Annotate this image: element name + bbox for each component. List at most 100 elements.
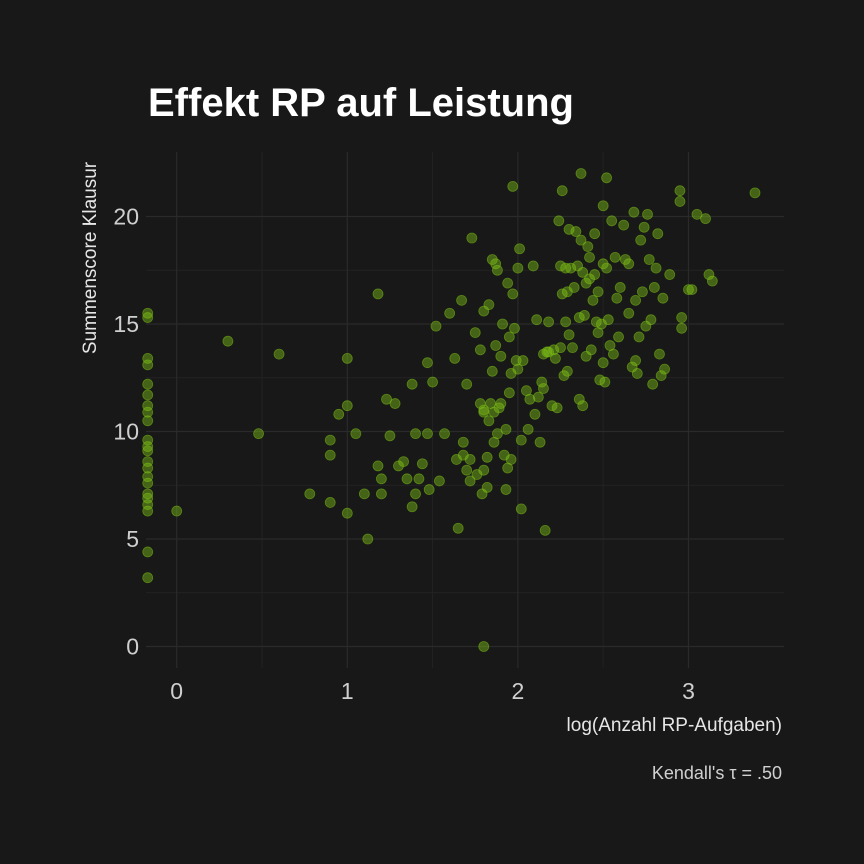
data-point (601, 172, 612, 184)
data-point (597, 357, 609, 369)
data-point (561, 365, 573, 377)
data-point (486, 365, 498, 377)
data-point (469, 327, 481, 339)
x-tick-label: 2 (511, 678, 524, 704)
data-point (492, 428, 503, 440)
data-point (410, 488, 421, 500)
data-point (490, 258, 502, 270)
data-point (619, 254, 631, 265)
data-point (577, 400, 589, 412)
data-point (691, 208, 703, 220)
data-point (449, 352, 461, 364)
data-point (384, 430, 396, 442)
data-point (623, 307, 635, 319)
data-point (490, 340, 502, 351)
data-point (142, 415, 154, 427)
data-point (430, 320, 442, 332)
data-point (324, 434, 336, 446)
data-point (142, 462, 154, 474)
data-point (142, 378, 154, 390)
data-point (142, 406, 154, 418)
data-point (439, 428, 450, 440)
data-point (492, 264, 503, 276)
data-point (522, 423, 534, 435)
data-point (608, 348, 619, 360)
data-point (503, 331, 515, 343)
data-point (515, 434, 527, 446)
data-point (536, 376, 548, 388)
y-tick-label: 15 (113, 311, 139, 337)
data-point (413, 473, 425, 485)
data-point (452, 522, 464, 534)
data-points (142, 168, 761, 652)
y-axis-label: Summenscore Klausur (80, 161, 101, 354)
data-point (589, 269, 601, 280)
data-point (609, 251, 621, 263)
data-point (568, 282, 580, 293)
data-point (483, 415, 495, 427)
data-point (406, 378, 418, 390)
data-point (495, 398, 507, 409)
data-point (630, 294, 641, 306)
data-point (655, 370, 667, 382)
data-point (466, 232, 478, 244)
data-point (582, 241, 594, 253)
chart-caption: Kendall's τ = .50 (652, 763, 782, 783)
data-point (464, 475, 476, 487)
data-point (664, 269, 676, 280)
data-point (575, 234, 587, 246)
data-point (531, 314, 543, 326)
y-tick-label: 0 (126, 634, 139, 660)
data-point (584, 251, 595, 263)
data-point (512, 363, 524, 375)
data-point (529, 408, 541, 420)
data-point (676, 322, 688, 334)
x-tick-labels: 0 1 2 3 (170, 678, 695, 704)
y-tick-label: 10 (113, 419, 139, 445)
data-point (527, 260, 539, 272)
data-point (142, 477, 154, 489)
data-point (253, 428, 264, 440)
data-point (461, 378, 473, 390)
data-point (686, 284, 698, 296)
data-point (333, 408, 345, 420)
data-point (585, 344, 597, 356)
data-point (503, 387, 515, 399)
data-point (398, 456, 409, 468)
data-point (507, 288, 519, 300)
data-point (142, 546, 154, 558)
data-point (602, 314, 614, 326)
data-point (341, 400, 353, 412)
data-point (703, 269, 715, 280)
data-point (592, 286, 604, 298)
data-point (478, 464, 490, 476)
data-point (577, 266, 589, 278)
data-point (587, 294, 599, 306)
data-point (376, 488, 387, 500)
data-point (657, 292, 669, 304)
data-point (659, 363, 670, 375)
data-point (563, 223, 575, 235)
x-axis-label: log(Anzahl RP-Aufgaben) (567, 715, 782, 736)
data-point (362, 533, 374, 545)
data-point (401, 473, 413, 485)
data-point (567, 342, 578, 354)
data-point (142, 307, 154, 319)
data-point (142, 488, 154, 500)
data-point (579, 309, 590, 321)
data-point (543, 316, 554, 328)
data-point (560, 316, 572, 328)
chart-title: Effekt RP auf Leistung (148, 81, 574, 125)
data-point (570, 226, 582, 237)
x-tick-label: 3 (682, 678, 695, 704)
data-point (683, 284, 694, 296)
data-point (550, 352, 561, 364)
data-point (539, 525, 551, 536)
data-point (589, 228, 601, 240)
data-point (324, 497, 336, 508)
data-point (652, 228, 664, 240)
data-point (434, 475, 445, 487)
data-point (597, 258, 609, 270)
data-point (556, 185, 568, 197)
data-point (495, 350, 507, 362)
